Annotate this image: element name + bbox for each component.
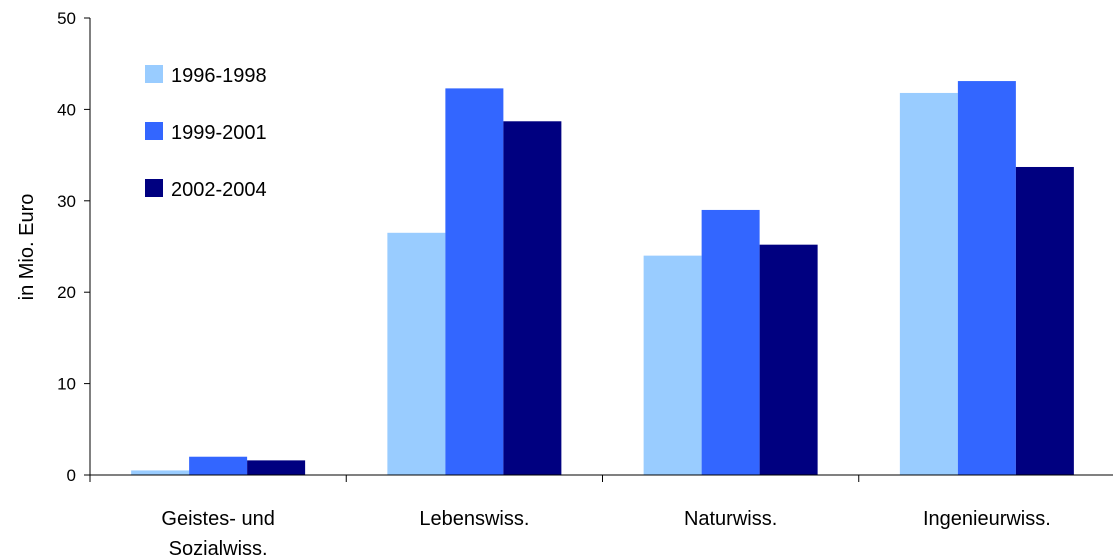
y-tick-label: 30 [57, 192, 76, 211]
y-axis-title: in Mio. Euro [16, 194, 38, 301]
legend-swatch [145, 179, 163, 197]
y-tick-label: 40 [57, 100, 76, 119]
bar [701, 209, 760, 475]
x-ticks-group [89, 475, 860, 482]
bars-group [131, 81, 1074, 476]
legend-label: 1999-2001 [171, 122, 267, 144]
x-category-label: Lebenswiss. [419, 508, 529, 530]
x-category-label: Geistes- und [161, 508, 274, 530]
x-category-label: Naturwiss. [684, 508, 777, 530]
bar [189, 456, 248, 475]
x-category-label: Ingenieurwiss. [923, 508, 1051, 530]
legend-swatch [145, 122, 163, 140]
legend-label: 2002-2004 [171, 179, 267, 201]
bar [759, 244, 818, 475]
legend-swatch [145, 65, 163, 83]
legend: 1996-1998 1999-2001 2002-2004 [145, 65, 267, 201]
x-category-label: Sozialwiss. [169, 538, 268, 560]
bar [131, 470, 190, 475]
bar [899, 92, 958, 475]
legend-label: 1996-1998 [171, 65, 267, 87]
bar [1015, 166, 1074, 475]
bar [643, 255, 702, 475]
category-labels-group: Geistes- und Sozialwiss. Lebenswiss. Naturw… [161, 508, 1050, 560]
bar [247, 460, 306, 475]
y-tick-label: 20 [57, 283, 76, 302]
y-ticks-group: 0 10 20 30 40 50 [57, 9, 90, 485]
bar [957, 81, 1016, 475]
y-tick-label: 0 [67, 466, 76, 485]
bar [445, 88, 504, 476]
y-tick-label: 50 [57, 9, 76, 28]
bar [387, 232, 446, 475]
y-tick-label: 10 [57, 375, 76, 394]
bar [503, 121, 562, 476]
